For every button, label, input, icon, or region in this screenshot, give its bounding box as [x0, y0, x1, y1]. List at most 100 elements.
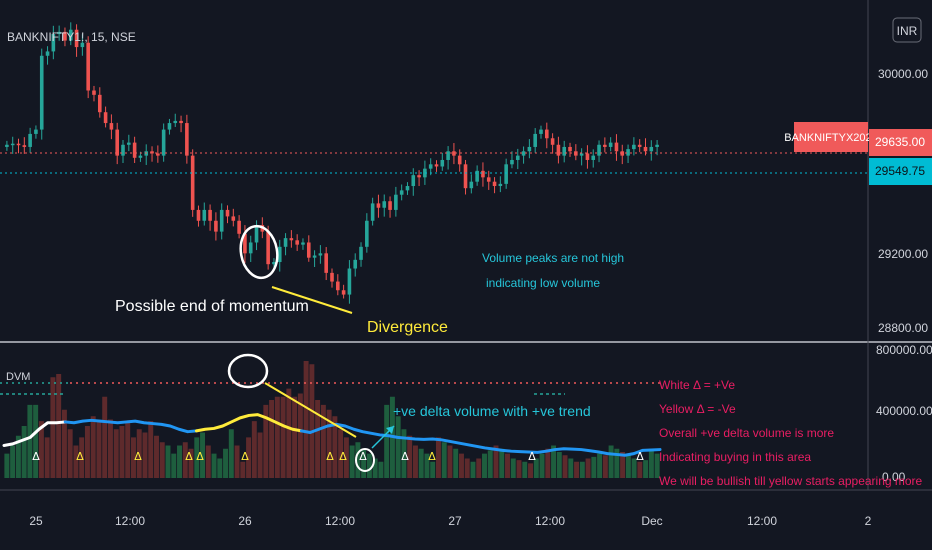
candle-body: [550, 138, 555, 145]
candle-body: [277, 246, 282, 263]
time-tick-1200-a: 12:00: [115, 514, 145, 528]
volume-bar-up: [418, 448, 424, 478]
volume-bar-down: [159, 442, 165, 478]
candle-body: [132, 142, 137, 158]
volume-bar-down: [274, 396, 280, 478]
candle-body: [626, 149, 630, 156]
volume-bar-up: [355, 442, 361, 478]
candle-body: [330, 272, 334, 282]
volume-bar-down: [574, 461, 580, 478]
candle-body: [115, 129, 120, 156]
white-delta-marker: Δ: [528, 450, 536, 463]
trend-start-circle-drawing[interactable]: [355, 448, 375, 472]
volume-bar-down: [620, 452, 626, 478]
candle-body: [243, 233, 247, 254]
volume-bar-up: [10, 445, 16, 478]
candle-body: [388, 201, 392, 210]
yellow-delta-marker: Δ: [196, 450, 204, 463]
volume-bar-up: [33, 404, 39, 478]
candle-body: [312, 255, 317, 258]
volume-bar-up: [597, 453, 603, 478]
candle-body: [92, 90, 96, 95]
note-divergence[interactable]: Divergence: [367, 319, 448, 336]
candle-body: [109, 123, 114, 130]
volume-bar-down: [280, 396, 286, 478]
volume-bar-down: [516, 460, 522, 478]
volume-bar-down: [343, 437, 349, 478]
candle-body: [649, 146, 654, 152]
volume-bar-up: [223, 448, 229, 478]
note-overall-delta[interactable]: Overall +ve delta volume is more: [659, 426, 834, 440]
volume-bar-down: [142, 432, 148, 478]
volume-bar-down: [602, 455, 608, 478]
note-yellow-delta[interactable]: Yellow Δ = -Ve: [659, 402, 736, 416]
candle-body: [469, 181, 474, 189]
currency-label[interactable]: INR: [897, 24, 918, 38]
volume-bar-up: [384, 404, 390, 478]
candle-body: [51, 34, 56, 52]
trend-segment-yellow: [194, 413, 303, 433]
volume-bar-down: [130, 437, 136, 478]
volume-bar-down: [407, 435, 413, 478]
candle-body: [446, 151, 450, 160]
volume-bar-down: [338, 429, 344, 478]
candle-body: [539, 129, 543, 134]
volume-bar-down: [562, 455, 568, 478]
trend-segment-white: [2, 420, 67, 447]
volume-bar-up: [614, 448, 620, 478]
candle-body: [452, 151, 456, 156]
note-possible-end-of-momentum[interactable]: Possible end of momentum: [115, 298, 309, 315]
candle-body: [341, 290, 346, 295]
candle-body: [353, 259, 358, 269]
candle-body: [643, 146, 648, 152]
yellow-delta-marker: Δ: [134, 450, 142, 463]
volume-bar-down: [476, 458, 482, 478]
note-positive-delta-trend[interactable]: +ve delta volume with +ve trend: [393, 403, 591, 419]
candle-body: [63, 31, 67, 41]
trend-line: [2, 413, 662, 457]
mark-price-tag-bg: [869, 158, 932, 185]
volume-bar-up: [591, 456, 597, 478]
candle-body: [336, 281, 340, 291]
candle-body: [614, 142, 619, 152]
note-bullish[interactable]: We will be bullish till yellow starts ap…: [659, 474, 923, 488]
candle-body: [196, 209, 201, 221]
price-tick-30000: 30000.00: [878, 67, 928, 81]
symbol-label[interactable]: BANKNIFTY1!, 15, NSE: [7, 30, 136, 44]
dvm-tick-800000: 800000.00: [876, 343, 932, 357]
candle-body: [237, 220, 241, 234]
note-low-volume[interactable]: indicating low volume: [486, 276, 600, 290]
candle-body: [161, 129, 166, 156]
volume-bar-down: [125, 421, 131, 478]
volume-bar-down: [90, 416, 96, 478]
currency-button-box[interactable]: [892, 17, 922, 43]
candle-body: [324, 253, 328, 273]
volume-bar-down: [234, 445, 240, 478]
volume-bar-up: [625, 455, 631, 478]
indicator-name[interactable]: DVM: [6, 371, 30, 383]
note-buying-area[interactable]: Indicating buying in this area: [659, 450, 811, 464]
candle-body: [214, 220, 218, 232]
note-white-delta[interactable]: White Δ = +Ve: [659, 378, 735, 392]
volume-bar-up: [194, 437, 200, 478]
candle-body: [248, 242, 253, 254]
volume-bar-up: [522, 461, 528, 478]
volume-bar-down: [493, 445, 499, 478]
note-volume-peaks[interactable]: Volume peaks are not high: [482, 251, 624, 265]
symbol-price-tag: BANKNIFTYX2020: [784, 132, 878, 144]
candle-body: [219, 209, 224, 232]
dvm-tick-0: 0.00: [882, 470, 906, 484]
delta-divergence-line-drawing[interactable]: [264, 382, 357, 438]
candle-body: [68, 29, 73, 41]
volume-peak-circle-drawing[interactable]: [227, 353, 269, 389]
time-tick-25: 25: [29, 514, 43, 528]
candle-body: [620, 151, 625, 156]
divergence-line-drawing[interactable]: [271, 286, 353, 314]
trend-segment-blue: [299, 422, 662, 457]
candle-body: [510, 159, 514, 165]
price-tick-28800: 28800.00: [878, 321, 928, 335]
volume-bar-up: [470, 461, 476, 478]
candle-body: [556, 144, 561, 156]
volume-bar-up: [643, 460, 649, 478]
momentum-circle-drawing[interactable]: [237, 223, 281, 280]
